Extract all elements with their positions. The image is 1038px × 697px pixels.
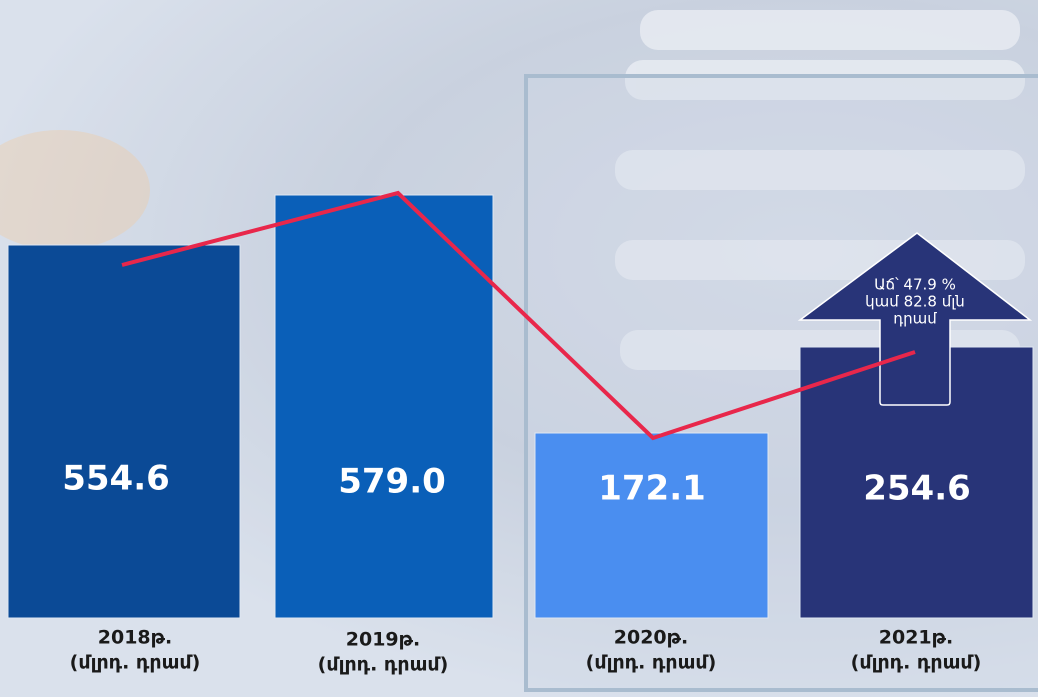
- callout-line: կամ 82.8 մլն: [865, 293, 965, 311]
- unit-label: (մլրդ. դրամ): [70, 652, 201, 674]
- bar: [8, 245, 240, 618]
- bar: [275, 195, 493, 618]
- callout-line: դրամ: [893, 310, 937, 328]
- callout-line: Աճ՝ 47.9 %: [874, 276, 956, 294]
- year-label: 2018թ.: [98, 627, 172, 649]
- bar: [535, 433, 768, 618]
- bar-value: 579.0: [338, 462, 446, 502]
- unit-label: (մլրդ. դրամ): [851, 652, 982, 674]
- bar-value: 554.6: [62, 459, 170, 499]
- bar-value: 254.6: [863, 469, 971, 509]
- graphic: 554.6 579.0 172.1 254.6 Աճ՝ 47.9 % կամ 8…: [0, 0, 1038, 697]
- infographic: 554.6 579.0 172.1 254.6 Աճ՝ 47.9 % կամ 8…: [0, 0, 1038, 697]
- year-label: 2019թ.: [346, 629, 420, 651]
- unit-label: (մլրդ. դրամ): [586, 652, 717, 674]
- year-label: 2020թ.: [614, 627, 688, 649]
- year-label: 2021թ.: [879, 627, 953, 649]
- unit-label: (մլրդ. դրամ): [318, 654, 449, 676]
- bar-value: 172.1: [598, 469, 706, 509]
